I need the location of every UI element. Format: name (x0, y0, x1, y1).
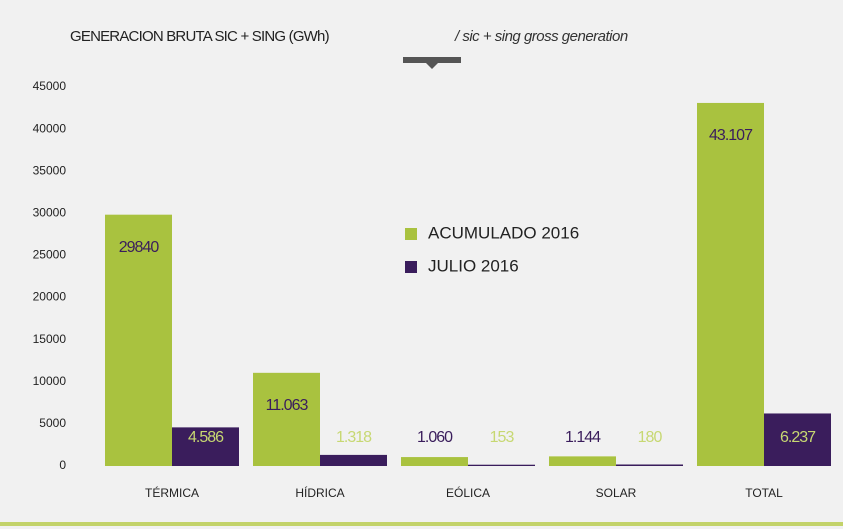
bar (468, 464, 535, 466)
value-label: 11.063 (266, 397, 309, 414)
x-tick-label: SOLAR (596, 486, 637, 500)
bar (253, 372, 320, 466)
value-label: 1.144 (565, 429, 601, 446)
bar (320, 454, 387, 466)
y-tick-label: 0 (59, 458, 66, 472)
bar (105, 214, 172, 466)
value-label: 1.060 (417, 429, 453, 446)
y-tick-label: 40000 (33, 121, 67, 135)
y-tick-label: 10000 (33, 374, 67, 388)
legend-swatch (405, 228, 417, 240)
x-tick-label: TÉRMICA (145, 485, 199, 500)
y-tick-label: 5000 (39, 416, 66, 430)
value-label: 6.237 (780, 429, 816, 446)
value-label: 1.318 (336, 429, 372, 446)
chart-subtitle: / sic + sing gross generation (454, 28, 628, 45)
bar (549, 456, 616, 466)
x-tick-label: TOTAL (745, 486, 783, 500)
decoration (426, 63, 438, 69)
value-label: 180 (638, 429, 663, 446)
value-label: 4.586 (188, 429, 224, 446)
legend-swatch (405, 261, 417, 273)
y-tick-label: 45000 (33, 79, 67, 93)
value-label: 29840 (119, 239, 160, 256)
bottom-rule (0, 522, 843, 526)
decoration (403, 57, 461, 63)
bar (764, 413, 831, 466)
bar (401, 457, 468, 466)
y-tick-label: 25000 (33, 248, 67, 262)
chart-title: GENERACION BRUTA SIC + SING (GWh) (70, 28, 330, 45)
y-tick-label: 15000 (33, 332, 67, 346)
bar (697, 102, 764, 466)
x-tick-label: EÓLICA (446, 485, 490, 500)
legend-label: JULIO 2016 (428, 256, 519, 275)
bar (616, 464, 683, 466)
bar (172, 427, 239, 466)
legend-label: ACUMULADO 2016 (428, 223, 579, 242)
y-tick-label: 20000 (33, 290, 67, 304)
y-tick-label: 30000 (33, 206, 67, 220)
y-tick-label: 35000 (33, 163, 67, 177)
x-tick-label: HÍDRICA (295, 485, 344, 500)
value-label: 43.107 (709, 127, 753, 144)
value-label: 153 (490, 429, 515, 446)
